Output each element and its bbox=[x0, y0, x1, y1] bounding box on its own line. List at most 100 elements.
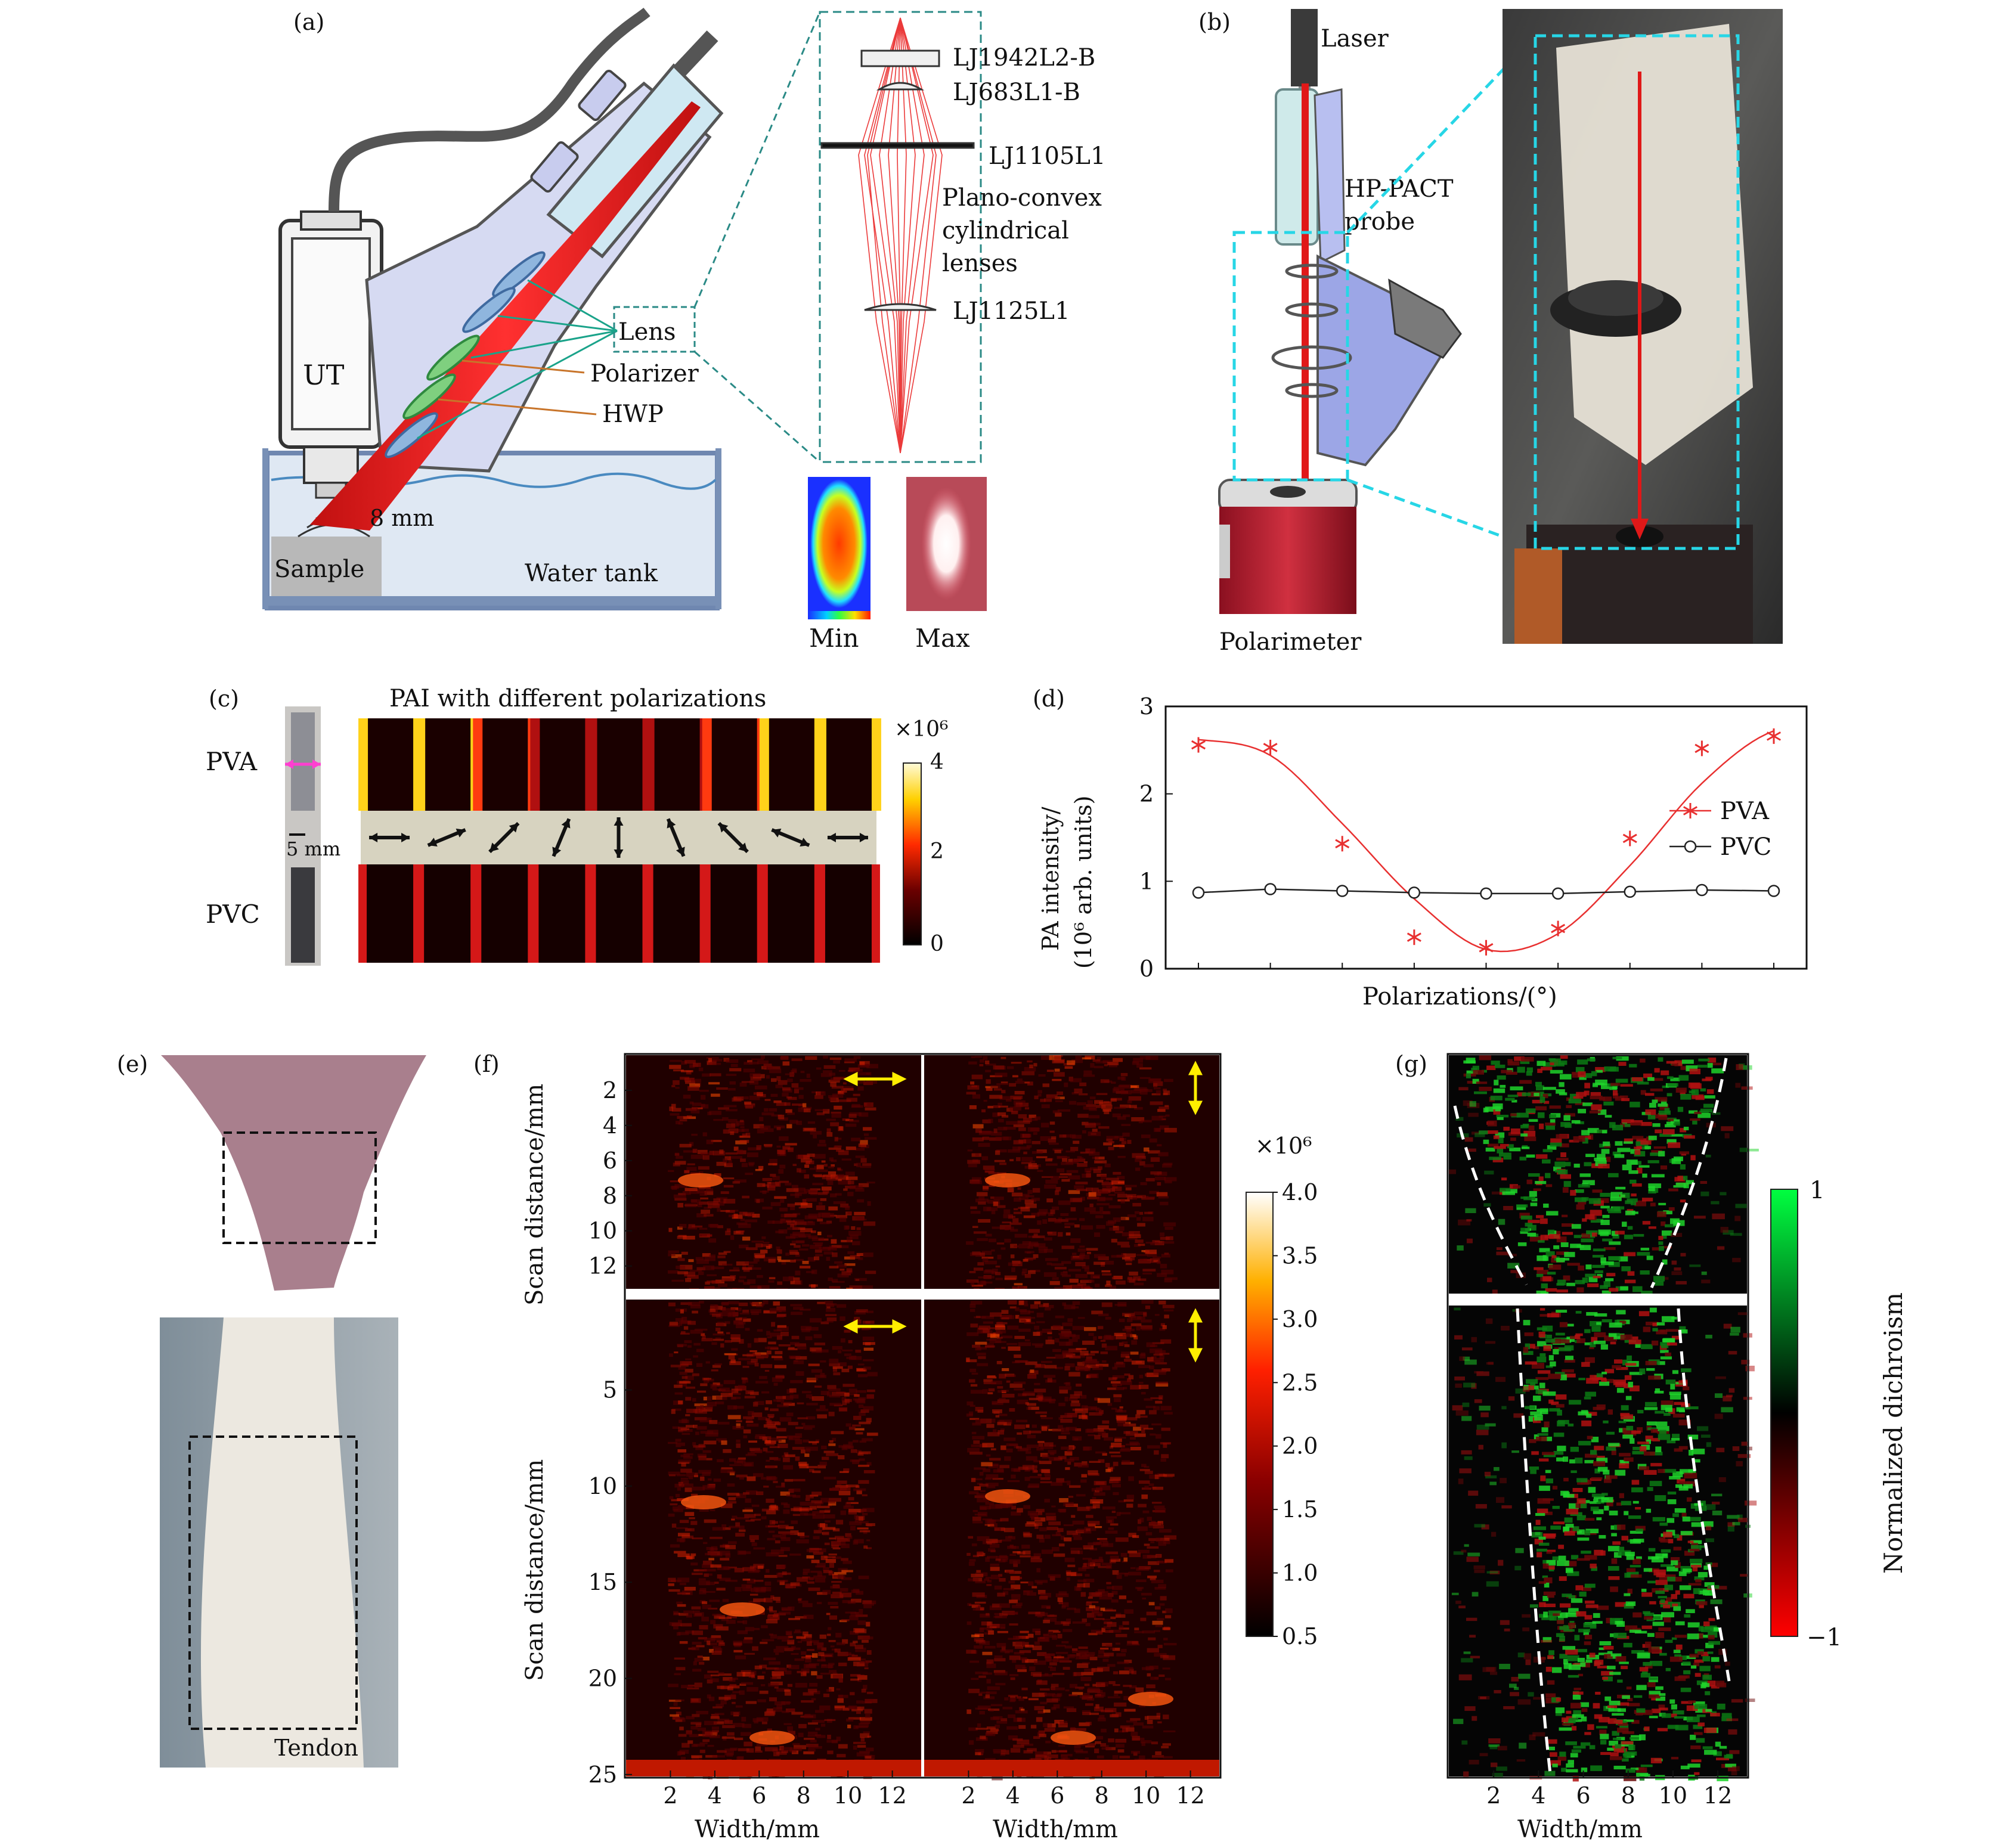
pa-signal-blob bbox=[762, 1184, 769, 1187]
pa-signal-blob bbox=[1114, 1691, 1123, 1694]
dichroism-blob bbox=[1693, 1701, 1705, 1707]
pa-signal-blob bbox=[1075, 1261, 1086, 1267]
asterisk-stroke bbox=[1479, 943, 1494, 953]
pa-signal-blob bbox=[850, 1449, 857, 1453]
pa-signal-blob bbox=[1147, 1719, 1153, 1725]
pa-signal-blob bbox=[997, 1468, 1004, 1472]
pa-signal-blob bbox=[865, 1523, 875, 1527]
pa-signal-blob bbox=[1044, 1756, 1049, 1761]
panel-letter-b: (b) bbox=[1198, 9, 1231, 35]
y-tick-label: 12 bbox=[588, 1253, 617, 1279]
pa-signal-blob bbox=[708, 1558, 714, 1561]
pa-signal-blob bbox=[1093, 1428, 1104, 1432]
pa-signal-blob bbox=[866, 1389, 875, 1393]
pa-signal-blob bbox=[674, 1198, 687, 1201]
pa-signal-blob bbox=[810, 1347, 822, 1352]
pva-stripe bbox=[871, 718, 881, 811]
pa-signal-blob bbox=[1165, 1569, 1173, 1573]
pa-signal-blob bbox=[794, 1280, 803, 1285]
pa-signal-blob bbox=[673, 1508, 683, 1512]
pa-signal-blob bbox=[727, 1501, 737, 1504]
pa-signal-blob bbox=[1112, 1366, 1118, 1370]
pa-signal-blob bbox=[798, 1094, 804, 1099]
pa-signal-blob bbox=[866, 1691, 873, 1694]
pa-signal-blob bbox=[1081, 1474, 1088, 1478]
pa-signal-blob bbox=[1070, 1403, 1080, 1407]
pa-signal-blob bbox=[1146, 1690, 1158, 1694]
pa-signal-blob bbox=[1156, 1561, 1167, 1564]
pa-signal-blob bbox=[1045, 1475, 1051, 1480]
pa-signal-blob bbox=[814, 1385, 822, 1388]
pa-signal-blob bbox=[1026, 1451, 1031, 1454]
pa-signal-blob bbox=[846, 1356, 852, 1359]
pa-signal-blob bbox=[1146, 1342, 1156, 1347]
pa-signal-blob bbox=[1134, 1631, 1144, 1633]
pa-signal-blob bbox=[714, 1713, 724, 1716]
colorbar-tick-label: 0.5 bbox=[1282, 1623, 1318, 1649]
pa-signal-blob bbox=[1026, 1407, 1031, 1410]
pa-signal-blob bbox=[845, 1484, 859, 1488]
pa-signal-blob bbox=[1145, 1196, 1149, 1198]
pa-signal-blob bbox=[1067, 1060, 1076, 1065]
pa-signal-blob bbox=[1046, 1659, 1057, 1662]
pa-signal-blob bbox=[1085, 1722, 1092, 1726]
pa-signal-blob bbox=[999, 1603, 1010, 1608]
pa-signal-blob bbox=[1086, 1187, 1093, 1192]
pa-signal-blob bbox=[812, 1183, 823, 1186]
pa-signal-blob bbox=[1155, 1350, 1166, 1354]
pa-signal-blob bbox=[1164, 1615, 1172, 1618]
pa-signal-blob bbox=[1073, 1140, 1080, 1144]
pa-signal-blob bbox=[1148, 1150, 1160, 1154]
colorbar-tick-label: 1.0 bbox=[1282, 1560, 1318, 1586]
pa-signal-blob bbox=[721, 1278, 733, 1282]
pa-signal-blob bbox=[1155, 1400, 1163, 1404]
pa-signal-blob bbox=[1111, 1276, 1121, 1280]
pa-signal-blob bbox=[788, 1708, 795, 1711]
pa-signal-blob bbox=[686, 1556, 693, 1559]
pa-signal-blob bbox=[750, 1539, 755, 1543]
dichroism-blob bbox=[1689, 1450, 1694, 1456]
pa-signal-blob bbox=[1068, 1190, 1080, 1194]
pa-signal-blob bbox=[846, 1718, 854, 1722]
pa-signal-blob bbox=[1023, 1258, 1029, 1262]
pa-signal-blob bbox=[831, 1239, 837, 1244]
pa-signal-blob bbox=[755, 1353, 769, 1359]
pvc-stripe bbox=[587, 864, 596, 963]
pa-signal-blob bbox=[756, 1742, 768, 1747]
pa-signal-blob bbox=[684, 1077, 695, 1082]
pa-signal-blob bbox=[707, 1744, 714, 1747]
pa-signal-blob bbox=[1099, 1647, 1109, 1650]
pa-signal-blob bbox=[832, 1674, 842, 1679]
pa-signal-blob bbox=[784, 1648, 794, 1651]
pa-signal-blob bbox=[817, 1572, 823, 1577]
pa-signal-blob bbox=[1148, 1365, 1154, 1370]
pa-signal-blob bbox=[821, 1186, 832, 1191]
pa-signal-blob bbox=[668, 1227, 673, 1232]
pa-signal-blob bbox=[1042, 1219, 1048, 1224]
pa-signal-blob bbox=[1036, 1717, 1043, 1722]
pa-signal-blob bbox=[1124, 1359, 1132, 1362]
pa-signal-blob bbox=[1141, 1300, 1154, 1304]
pa-signal-blob bbox=[1032, 1235, 1045, 1238]
pa-signal-blob bbox=[789, 1342, 800, 1345]
pa-signal-blob bbox=[679, 1520, 689, 1523]
pa-signal-blob bbox=[693, 1612, 704, 1617]
pa-signal-blob bbox=[989, 1094, 1003, 1099]
pa-signal-blob bbox=[680, 1332, 690, 1335]
pa-signal-blob bbox=[786, 1412, 794, 1416]
pa-signal-blob bbox=[731, 1348, 738, 1351]
pa-signal-blob bbox=[824, 1320, 834, 1323]
dichroism-blob bbox=[1635, 1507, 1641, 1510]
pa-signal-blob bbox=[1075, 1750, 1088, 1754]
pa-signal-blob bbox=[1086, 1375, 1091, 1379]
pa-signal-blob bbox=[831, 1113, 841, 1118]
pa-signal-blob bbox=[1086, 1359, 1097, 1362]
pa-signal-blob bbox=[859, 1516, 864, 1521]
pa-signal-blob bbox=[988, 1118, 993, 1123]
panel-a-schematic: UT Lens Polarizer HWP bbox=[262, 7, 1105, 653]
pa-signal-blob bbox=[673, 1069, 684, 1072]
pa-signal-blob bbox=[991, 1249, 995, 1252]
pa-signal-blob bbox=[1064, 1537, 1072, 1542]
pa-signal-blob bbox=[1055, 1219, 1068, 1222]
pa-signal-blob bbox=[972, 1226, 978, 1228]
